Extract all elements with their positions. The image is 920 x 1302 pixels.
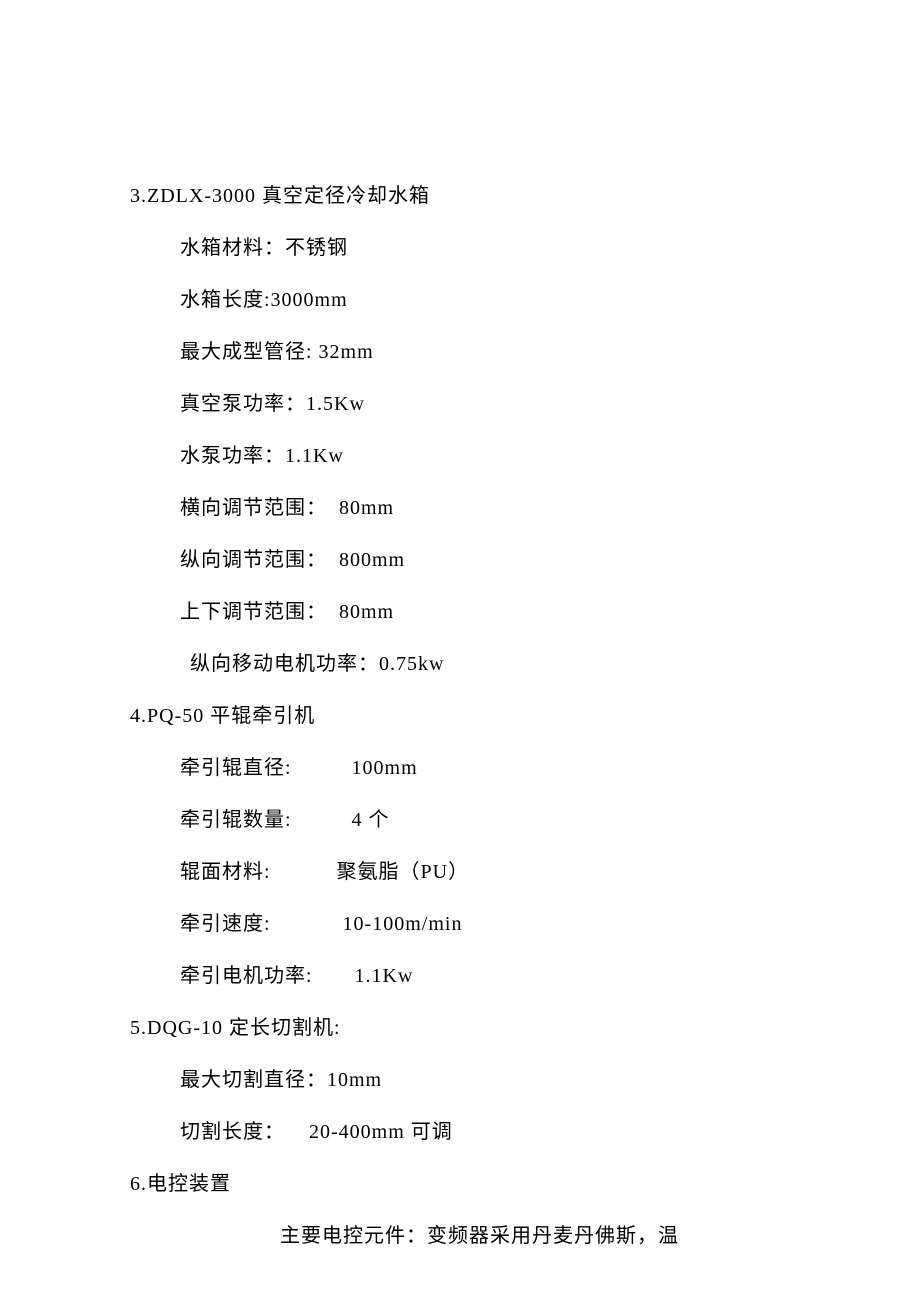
section-3-heading: 3.ZDLX-3000 真空定径冷却水箱 bbox=[130, 170, 790, 222]
spec-line: 牵引辊直径: 100mm bbox=[130, 742, 790, 794]
footer-line: 主要电控元件：变频器采用丹麦丹佛斯，温 bbox=[130, 1210, 790, 1262]
spec-line: 水箱材料：不锈钢 bbox=[130, 222, 790, 274]
spec-line: 最大切割直径：10mm bbox=[130, 1054, 790, 1106]
spec-line: 纵向调节范围： 800mm bbox=[130, 534, 790, 586]
spec-line: 横向调节范围： 80mm bbox=[130, 482, 790, 534]
spec-line: 切割长度： 20-400mm 可调 bbox=[130, 1106, 790, 1158]
section-3: 3.ZDLX-3000 真空定径冷却水箱 水箱材料：不锈钢 水箱长度:3000m… bbox=[130, 170, 790, 690]
spec-line: 上下调节范围： 80mm bbox=[130, 586, 790, 638]
spec-line: 水泵功率：1.1Kw bbox=[130, 430, 790, 482]
spec-line: 最大成型管径: 32mm bbox=[130, 326, 790, 378]
spec-line: 牵引辊数量: 4 个 bbox=[130, 794, 790, 846]
spec-line: 水箱长度:3000mm bbox=[130, 274, 790, 326]
spec-line: 纵向移动电机功率：0.75kw bbox=[130, 638, 790, 690]
section-5-heading: 5.DQG-10 定长切割机: bbox=[130, 1002, 790, 1054]
section-4: 4.PQ-50 平辊牵引机 牵引辊直径: 100mm 牵引辊数量: 4 个 辊面… bbox=[130, 690, 790, 1002]
spec-line: 牵引速度: 10-100m/min bbox=[130, 898, 790, 950]
spec-line: 牵引电机功率: 1.1Kw bbox=[130, 950, 790, 1002]
section-6: 6.电控装置 主要电控元件：变频器采用丹麦丹佛斯，温 bbox=[130, 1158, 790, 1262]
section-6-heading: 6.电控装置 bbox=[130, 1158, 790, 1210]
spec-line: 辊面材料: 聚氨脂（PU） bbox=[130, 846, 790, 898]
spec-line: 真空泵功率：1.5Kw bbox=[130, 378, 790, 430]
document-body: 3.ZDLX-3000 真空定径冷却水箱 水箱材料：不锈钢 水箱长度:3000m… bbox=[130, 170, 790, 1262]
section-4-heading: 4.PQ-50 平辊牵引机 bbox=[130, 690, 790, 742]
section-5: 5.DQG-10 定长切割机: 最大切割直径：10mm 切割长度： 20-400… bbox=[130, 1002, 790, 1158]
